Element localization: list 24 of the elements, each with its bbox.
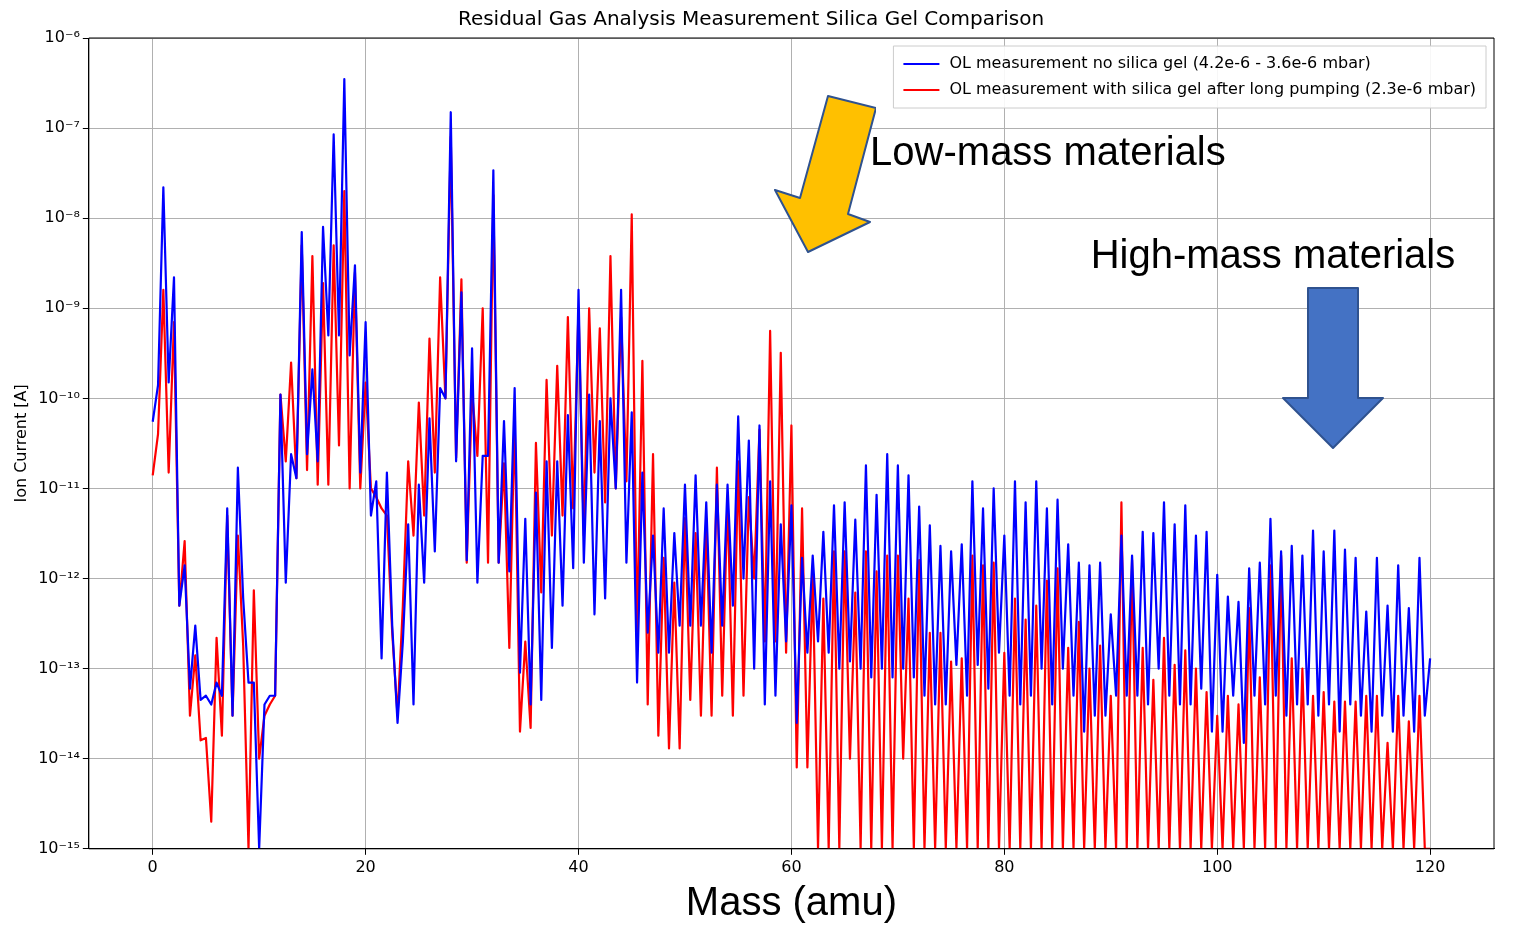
y-tick-label: 10⁻¹³ [38,657,80,677]
chart-title: Residual Gas Analysis Measurement Silica Gel Comparison [457,6,1045,31]
y-tick-label: 10⁻⁸ [44,207,80,227]
x-tick-label: 20 [355,856,376,876]
legend-label: OL measurement with silica gel after long pumping (2.3e-6 mbar) [949,79,1477,99]
x-tick-label: 120 [1414,856,1446,876]
y-tick-label: 10⁻¹² [38,567,80,587]
y-tick-label: 10⁻⁷ [44,117,80,137]
x-tick-label: 60 [781,856,802,876]
x-tick-label: 0 [147,856,158,876]
legend-label: OL measurement no silica gel (4.2e-6 - 3.6e-6 mbar) [949,53,1371,73]
annotation: Low-mass materials [870,128,1226,173]
y-tick-label: 10⁻¹⁰ [38,387,80,407]
y-tick-label: 10⁻¹⁵ [38,837,80,857]
x-tick-label: 100 [1201,856,1233,876]
y-axis-title: Ion Current [A] [10,384,30,503]
y-tick-label: 10⁻⁶ [44,27,80,47]
y-tick-label: 10⁻⁹ [44,297,80,317]
y-tick-label: 10⁻¹¹ [38,477,80,497]
x-axis-title: Mass (amu) [685,879,897,924]
y-tick-label: 10⁻¹⁴ [38,747,80,767]
x-tick-label: 80 [994,856,1015,876]
x-tick-label: 40 [568,856,589,876]
annotation: High-mass materials [1090,231,1456,276]
